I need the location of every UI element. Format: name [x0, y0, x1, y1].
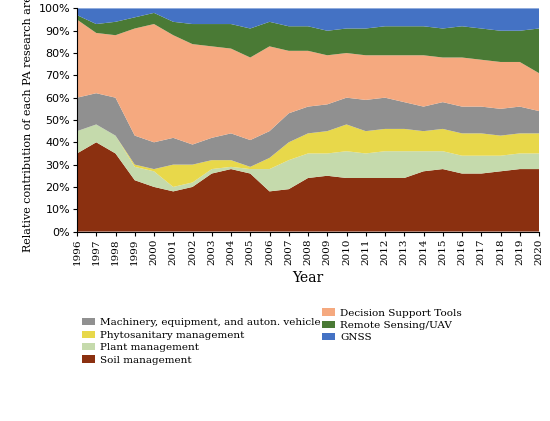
Legend: Decision Support Tools, Remote Sensing/UAV, GNSS: Decision Support Tools, Remote Sensing/U… — [322, 308, 462, 342]
X-axis label: Year: Year — [293, 271, 323, 285]
Y-axis label: Relative contribution of each PA research area: Relative contribution of each PA researc… — [23, 0, 33, 252]
